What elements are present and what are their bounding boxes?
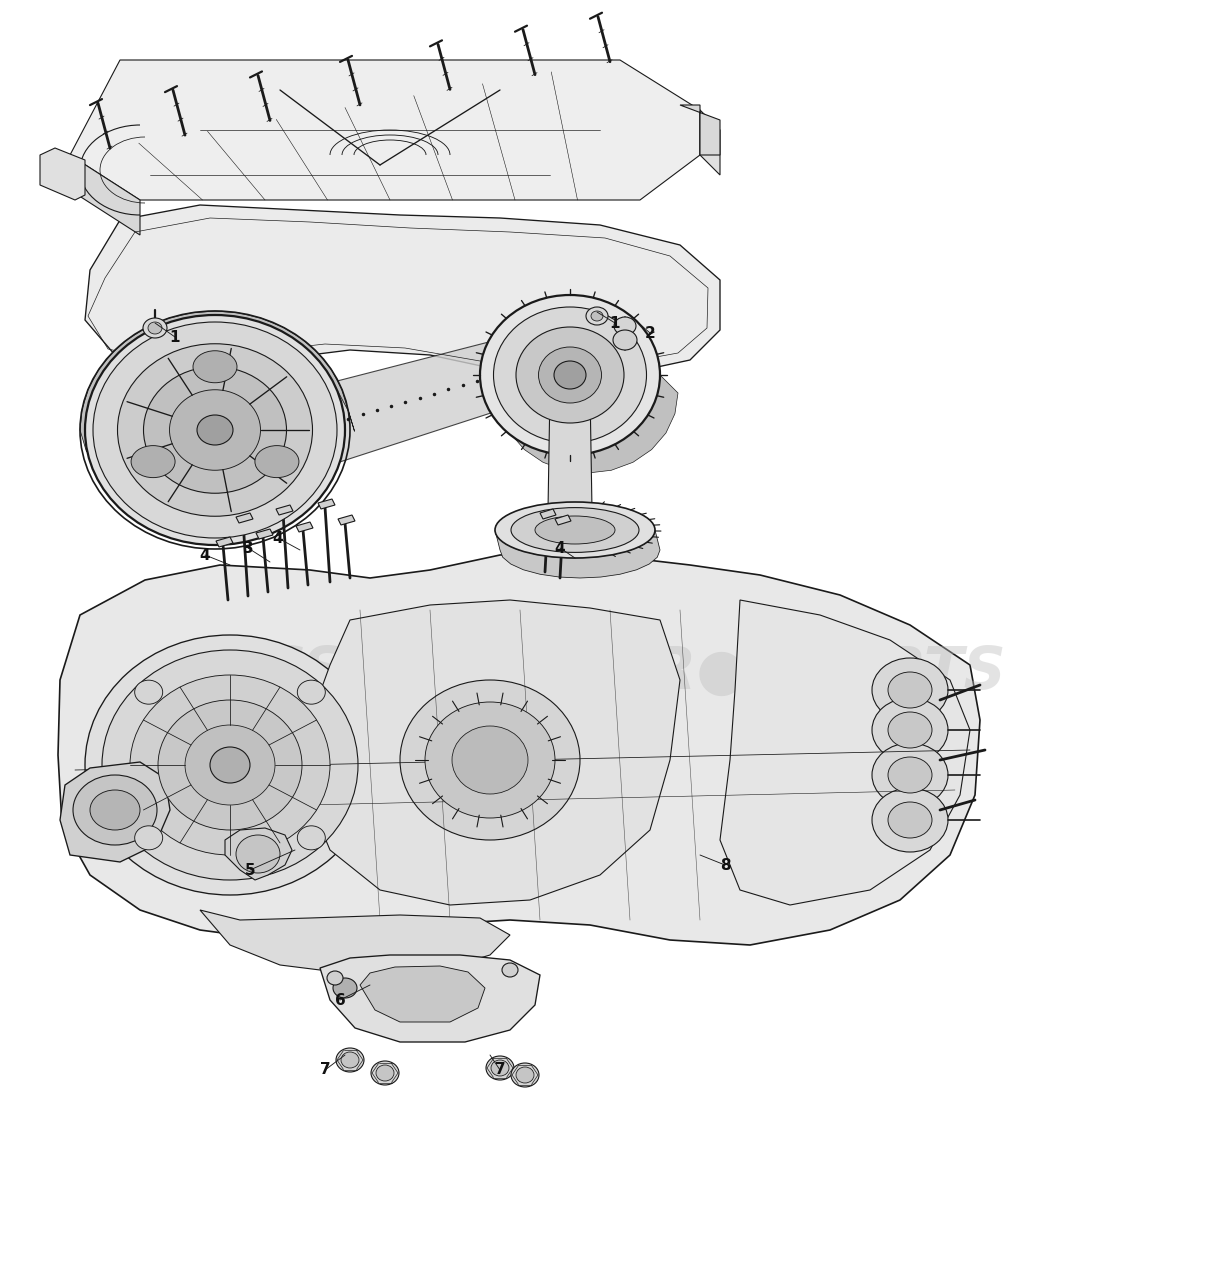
Polygon shape — [59, 552, 980, 945]
Text: 1: 1 — [170, 329, 181, 344]
Ellipse shape — [210, 748, 250, 783]
Text: 7: 7 — [494, 1062, 505, 1078]
Ellipse shape — [336, 1048, 364, 1073]
Ellipse shape — [536, 516, 615, 544]
Polygon shape — [495, 530, 660, 579]
Ellipse shape — [538, 347, 601, 403]
Ellipse shape — [872, 788, 948, 852]
Polygon shape — [338, 515, 355, 525]
Polygon shape — [680, 105, 720, 155]
Ellipse shape — [144, 367, 287, 493]
Ellipse shape — [196, 415, 233, 445]
Ellipse shape — [342, 1052, 359, 1068]
Ellipse shape — [495, 502, 655, 558]
Text: 8: 8 — [720, 858, 731, 873]
Ellipse shape — [511, 508, 639, 553]
Ellipse shape — [554, 361, 586, 389]
Ellipse shape — [888, 756, 932, 794]
Ellipse shape — [85, 635, 375, 895]
Ellipse shape — [400, 680, 580, 840]
Ellipse shape — [612, 330, 637, 349]
Ellipse shape — [590, 311, 603, 321]
Ellipse shape — [490, 1060, 509, 1076]
Ellipse shape — [131, 675, 329, 855]
Polygon shape — [60, 762, 170, 861]
Polygon shape — [326, 335, 534, 465]
Ellipse shape — [371, 1061, 399, 1085]
Ellipse shape — [235, 835, 281, 873]
Ellipse shape — [185, 724, 274, 805]
Polygon shape — [85, 205, 720, 380]
Ellipse shape — [516, 326, 623, 422]
Ellipse shape — [586, 307, 608, 325]
Ellipse shape — [159, 700, 303, 829]
Polygon shape — [483, 375, 678, 474]
Ellipse shape — [298, 680, 326, 704]
Text: 3: 3 — [243, 540, 254, 556]
Text: 2: 2 — [644, 325, 655, 340]
Text: 5: 5 — [245, 863, 255, 878]
Polygon shape — [540, 509, 556, 518]
Text: 4: 4 — [200, 548, 210, 562]
Ellipse shape — [425, 701, 555, 818]
Text: 6: 6 — [334, 992, 345, 1007]
Ellipse shape — [511, 1062, 539, 1087]
Polygon shape — [720, 600, 970, 905]
Ellipse shape — [501, 963, 518, 977]
Ellipse shape — [298, 826, 326, 850]
Ellipse shape — [143, 317, 167, 338]
Polygon shape — [216, 538, 233, 547]
Ellipse shape — [255, 445, 299, 477]
Text: 4: 4 — [555, 540, 565, 556]
Polygon shape — [40, 148, 85, 200]
Ellipse shape — [193, 351, 237, 383]
Polygon shape — [320, 955, 540, 1042]
Polygon shape — [200, 910, 510, 975]
Ellipse shape — [90, 790, 140, 829]
Ellipse shape — [516, 1068, 534, 1083]
Ellipse shape — [376, 1065, 394, 1082]
Ellipse shape — [872, 742, 948, 806]
Text: 1: 1 — [610, 315, 620, 330]
Text: 4: 4 — [273, 530, 283, 545]
Text: 7: 7 — [320, 1062, 331, 1078]
Ellipse shape — [888, 712, 932, 748]
Ellipse shape — [131, 445, 176, 477]
Polygon shape — [256, 529, 273, 539]
Ellipse shape — [451, 726, 528, 794]
Ellipse shape — [170, 389, 261, 470]
Ellipse shape — [888, 672, 932, 708]
Ellipse shape — [117, 344, 312, 516]
Polygon shape — [318, 499, 336, 509]
Polygon shape — [700, 110, 720, 175]
Ellipse shape — [333, 978, 357, 998]
Text: SSM●MOTOR●SPORTS: SSM●MOTOR●SPORTS — [264, 644, 1005, 700]
Ellipse shape — [148, 323, 162, 334]
Ellipse shape — [872, 658, 948, 722]
Polygon shape — [305, 600, 680, 905]
Ellipse shape — [102, 650, 357, 881]
Polygon shape — [548, 385, 592, 515]
Polygon shape — [276, 506, 293, 515]
Ellipse shape — [134, 826, 162, 850]
Ellipse shape — [872, 698, 948, 762]
Polygon shape — [360, 966, 486, 1021]
Ellipse shape — [93, 323, 337, 538]
Polygon shape — [70, 155, 140, 236]
Polygon shape — [235, 513, 253, 524]
Ellipse shape — [888, 803, 932, 838]
Ellipse shape — [134, 680, 162, 704]
Polygon shape — [555, 515, 571, 525]
Polygon shape — [224, 828, 292, 881]
Polygon shape — [70, 60, 700, 200]
Polygon shape — [296, 522, 314, 532]
Ellipse shape — [614, 317, 636, 335]
Ellipse shape — [327, 972, 343, 986]
Ellipse shape — [479, 294, 660, 454]
Ellipse shape — [494, 307, 647, 443]
Ellipse shape — [73, 774, 157, 845]
Polygon shape — [81, 311, 355, 452]
Ellipse shape — [85, 315, 345, 545]
Ellipse shape — [486, 1056, 514, 1080]
